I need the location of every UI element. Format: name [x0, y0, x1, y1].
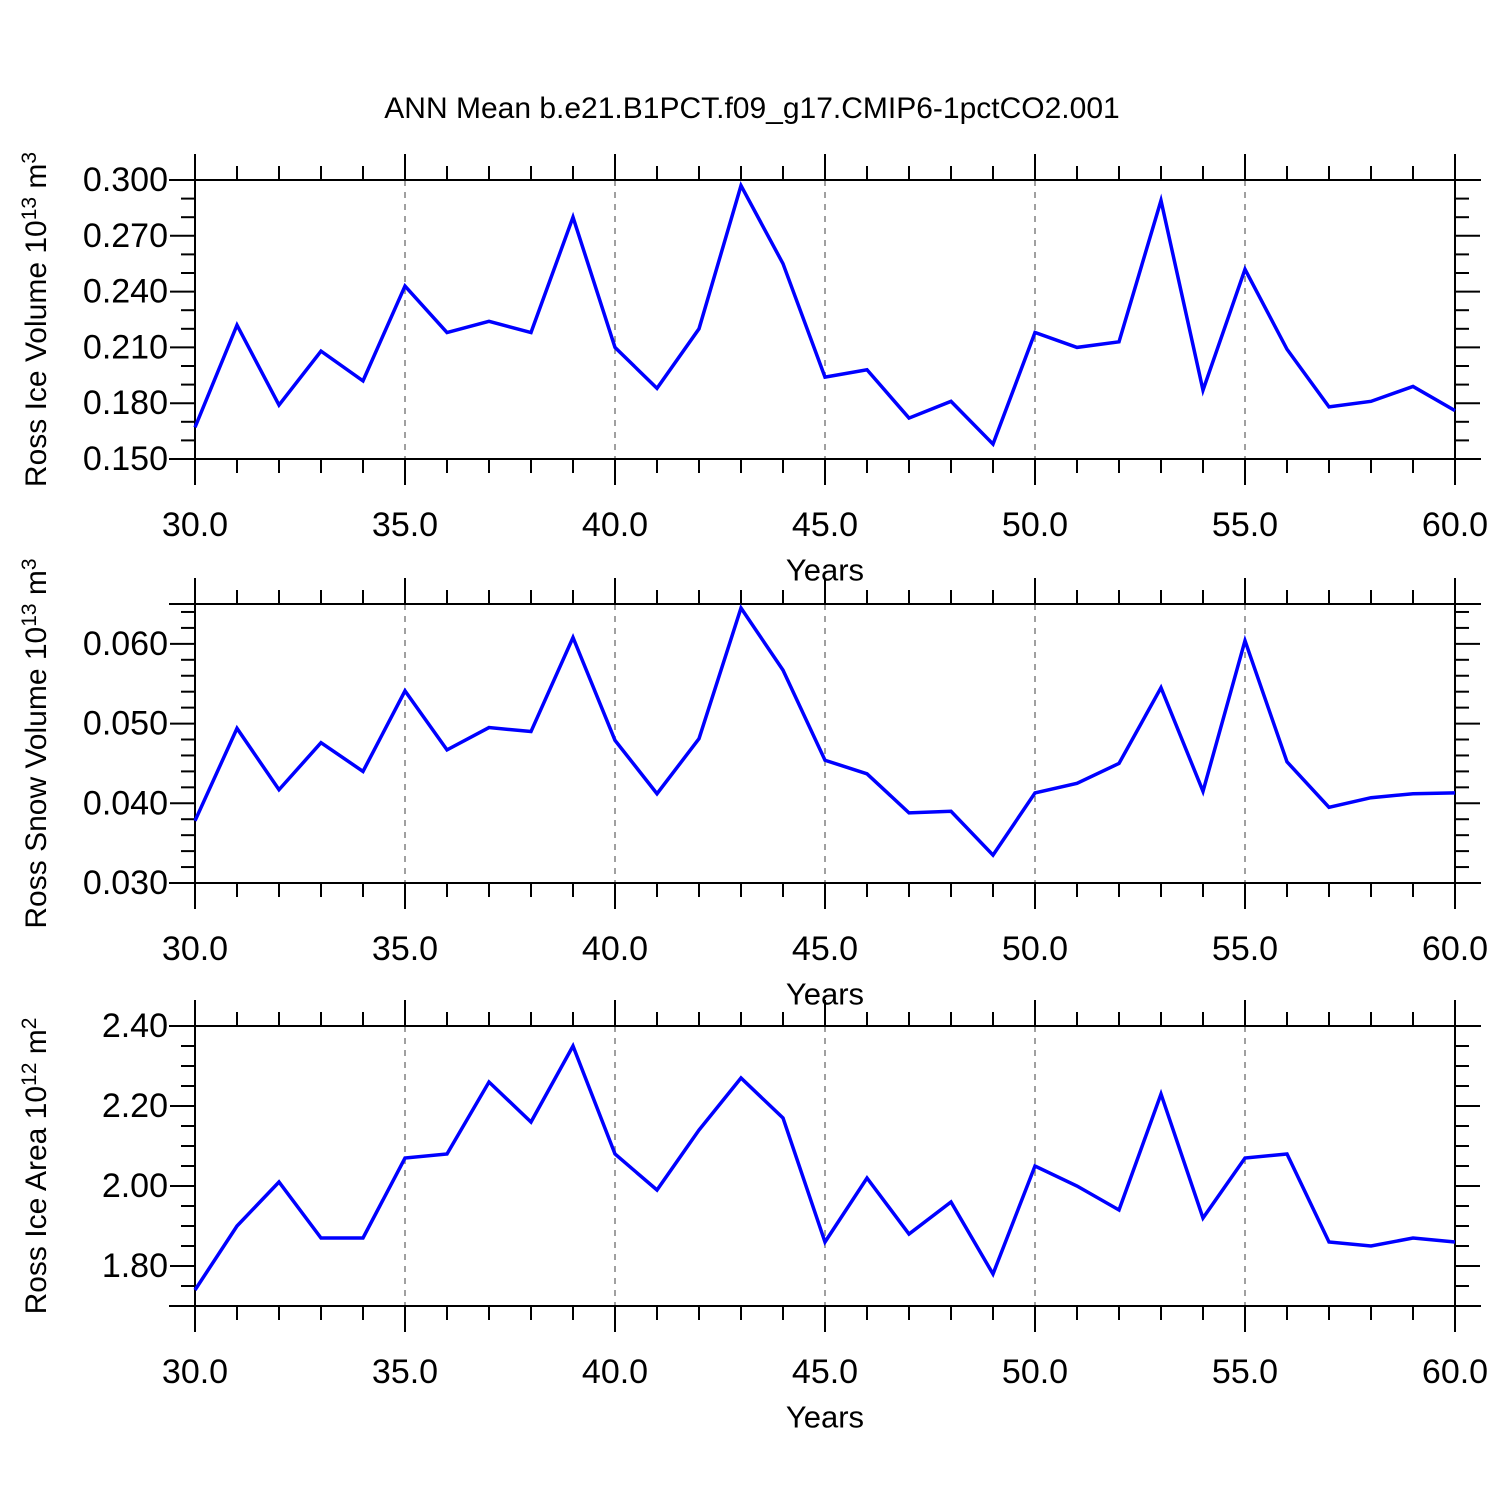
x-tick-label: 50.0: [1002, 930, 1068, 968]
chart-title: ANN Mean b.e21.B1PCT.f09_g17.CMIP6-1pctC…: [384, 92, 1120, 125]
y-tick-label: 2.20: [102, 1087, 168, 1125]
y-axis-title: Ross Ice Area 1012​ m2​: [18, 1018, 53, 1315]
y-tick-label: 0.150: [83, 440, 168, 478]
x-tick-label: 50.0: [1002, 506, 1068, 544]
x-tick-label: 35.0: [372, 506, 438, 544]
y-tick-label: 0.240: [83, 273, 168, 311]
y-axis-title: Ross Snow Volume 1013​ m3​: [18, 558, 53, 928]
x-tick-label: 45.0: [792, 930, 858, 968]
x-tick-label: 40.0: [582, 930, 648, 968]
y-tick-label: 2.00: [102, 1167, 168, 1205]
x-tick-label: 55.0: [1212, 506, 1278, 544]
y-tick-label: 0.180: [83, 384, 168, 422]
x-tick-label: 30.0: [162, 506, 228, 544]
data-line-ross-snow-volume: [193, 604, 1456, 858]
y-tick-label: 0.300: [83, 161, 168, 199]
y-tick-label: 0.050: [83, 705, 168, 743]
x-tick-label: 40.0: [582, 1353, 648, 1391]
x-tick-label: 50.0: [1002, 1353, 1068, 1391]
y-tick-label: 0.040: [83, 784, 168, 822]
y-tick-label: 0.270: [83, 217, 168, 255]
y-tick-label: 2.40: [102, 1007, 168, 1045]
y-tick-label: 1.80: [102, 1247, 168, 1285]
x-tick-label: 60.0: [1422, 506, 1488, 544]
x-tick-label: 30.0: [162, 930, 228, 968]
x-tick-label: 30.0: [162, 1353, 228, 1391]
panel-ross-ice-volume: 30.0 35.0 40.0 45.0 50.0 55.0 60.0 0.150 0.180 0.…: [18, 152, 1488, 588]
panel-ross-ice-area: 30.0 35.0 40.0 45.0 50.0 55.0 60.0 1.80 2.00 2.20…: [18, 1000, 1488, 1435]
panel-ross-snow-volume: 30.0 35.0 40.0 45.0 50.0 55.0 60.0 0.030 0.040 0.…: [18, 558, 1488, 1011]
x-tick-label: 55.0: [1212, 930, 1278, 968]
x-axis-title: Years: [786, 1400, 864, 1435]
x-tick-label: 35.0: [372, 1353, 438, 1391]
y-tick-label: 0.030: [83, 864, 168, 902]
y-axis-title: Ross Ice Volume 1013​ m3​: [18, 152, 53, 487]
x-tick-label: 45.0: [792, 506, 858, 544]
y-tick-label: 0.210: [83, 328, 168, 366]
data-line-ross-ice-volume: [193, 180, 1456, 448]
x-tick-label: 35.0: [372, 930, 438, 968]
x-tick-label: 55.0: [1212, 1353, 1278, 1391]
x-tick-label: 60.0: [1422, 1353, 1488, 1391]
data-line-ross-ice-area: [193, 1041, 1456, 1291]
y-tick-label: 0.060: [83, 625, 168, 663]
x-tick-label: 40.0: [582, 506, 648, 544]
x-tick-label: 60.0: [1422, 930, 1488, 968]
x-tick-label: 45.0: [792, 1353, 858, 1391]
